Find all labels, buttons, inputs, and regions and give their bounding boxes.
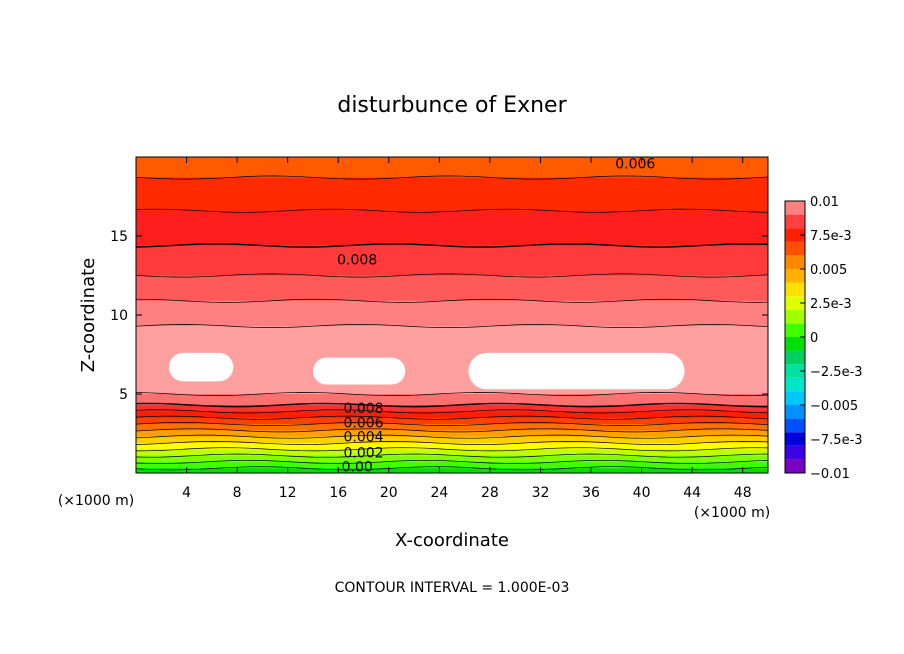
x-tick-label: 32 — [532, 485, 550, 501]
colorbar-segment — [785, 323, 805, 337]
colorbar-tick-label: 0.005 — [810, 263, 847, 278]
colorbar-segment — [785, 377, 805, 392]
contour-label: 0.008 — [337, 253, 377, 269]
x-tick-label: 28 — [481, 485, 499, 501]
colorbar-tick-label: −0.01 — [810, 467, 850, 482]
white-region — [468, 352, 685, 390]
colorbar-segment — [785, 228, 805, 242]
contour-line — [135, 208, 769, 213]
colorbar-tick-label: 0.01 — [810, 195, 839, 210]
contour-line — [135, 324, 769, 328]
contour-line — [135, 447, 769, 452]
y-unit-label: (×1000 m) — [58, 493, 134, 509]
contour-line — [135, 273, 769, 278]
colorbar-tick-label: 7.5e-3 — [810, 229, 852, 244]
colorbar-tick-label: −7.5e-3 — [810, 433, 863, 448]
y-tick-label: 10 — [110, 308, 128, 324]
x-tick-label: 48 — [734, 485, 752, 501]
colorbar-segment — [785, 364, 805, 378]
colorbar-segment — [785, 459, 805, 473]
colorbar-segment — [785, 201, 805, 215]
contour-interval-note: CONTOUR INTERVAL = 1.000E-03 — [335, 580, 570, 596]
contour-lines — [135, 175, 769, 471]
chart-title: disturbunce of Exner — [337, 93, 567, 118]
contour-line — [135, 175, 769, 180]
colorbar-tick-label: 0 — [810, 331, 818, 346]
contour-line — [135, 402, 769, 408]
x-axis: 4 8 12 16 20 24 28 32 36 40 44 48 — [182, 157, 752, 501]
contour-line — [135, 453, 769, 458]
x-tick-label: 8 — [233, 485, 242, 501]
colorbar-segment — [785, 309, 805, 324]
contour-label: 0.00 — [342, 460, 373, 476]
x-tick-label: 44 — [683, 485, 701, 501]
colorbar-segment — [785, 269, 805, 283]
colorbar-segment — [785, 296, 805, 310]
contour-line — [135, 415, 769, 420]
x-tick-label: 24 — [430, 485, 448, 501]
contour-band — [136, 468, 768, 473]
y-tick-label: 5 — [119, 387, 128, 403]
contour-line — [135, 441, 769, 445]
contour-label: 0.006 — [615, 156, 655, 172]
y-axis-label: Z-coordinate — [78, 258, 99, 373]
contour-line — [135, 422, 769, 426]
colorbar-segment — [785, 405, 805, 419]
contour-line — [135, 409, 769, 414]
contour-line — [135, 459, 769, 464]
contour-line — [135, 428, 769, 433]
colorbar-segment — [785, 432, 805, 446]
y-axis: 5 10 15 — [110, 229, 768, 403]
contour-line — [135, 243, 769, 248]
contour-label: 0.002 — [343, 445, 383, 461]
contour-label: 0.006 — [343, 415, 383, 431]
x-axis-label: X-coordinate — [395, 530, 509, 551]
colorbar-segment — [785, 391, 805, 405]
colorbar-segment — [785, 282, 805, 297]
x-tick-label: 40 — [633, 485, 651, 501]
colorbar-segment — [785, 241, 805, 256]
colorbar-segment — [785, 214, 805, 229]
x-unit-label: (×1000 m) — [694, 505, 770, 521]
colorbar-segment — [785, 350, 805, 365]
contour-label: 0.008 — [343, 401, 383, 417]
contour-line — [135, 434, 769, 439]
colorbar: 0.01 7.5e-3 0.005 2.5e-3 0 −2.5e-3 −0.005 −7.5e… — [784, 195, 863, 482]
contour-fill-area — [136, 157, 768, 474]
contour-label: 0.004 — [343, 430, 383, 446]
colorbar-segment — [785, 418, 805, 433]
white-region — [312, 357, 406, 385]
colorbar-tick-label: 2.5e-3 — [810, 297, 852, 312]
colorbar-tick-label: −2.5e-3 — [810, 365, 863, 380]
colorbar-tick-label: −0.005 — [810, 399, 858, 414]
x-tick-label: 20 — [380, 485, 398, 501]
contour-line — [135, 298, 769, 303]
x-tick-label: 16 — [329, 485, 347, 501]
y-tick-label: 15 — [110, 229, 128, 245]
x-tick-label: 4 — [182, 485, 191, 501]
white-region — [168, 352, 234, 382]
x-tick-label: 12 — [279, 485, 297, 501]
x-tick-label: 36 — [582, 485, 600, 501]
contour-line — [135, 392, 769, 396]
colorbar-segment — [785, 445, 805, 460]
contour-band — [136, 461, 768, 473]
colorbar-segment — [785, 337, 805, 351]
colorbar-segment — [785, 255, 805, 269]
contour-line — [135, 466, 769, 471]
